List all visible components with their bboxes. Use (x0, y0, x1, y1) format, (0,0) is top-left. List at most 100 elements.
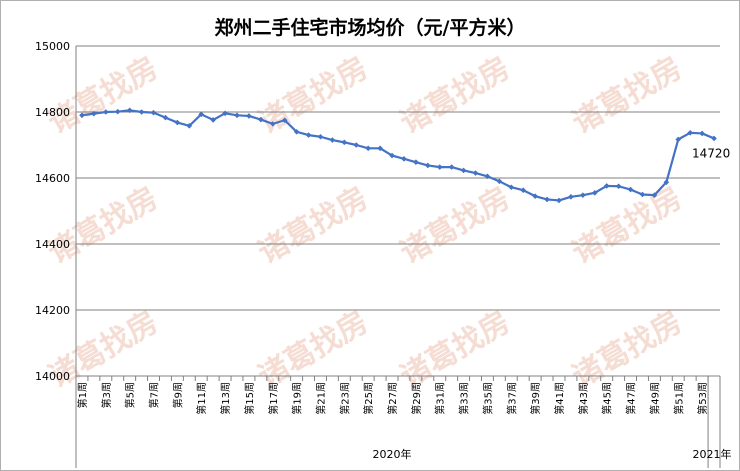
data-point (174, 119, 181, 126)
data-point (126, 107, 133, 114)
data-point (472, 170, 479, 176)
x-tick-label: 第41周 (553, 382, 566, 415)
watermark-text: 诸葛找房 (43, 51, 164, 141)
x-tick-label: 第17周 (267, 382, 280, 415)
data-point (401, 156, 407, 162)
x-tick-label: 第35周 (481, 382, 494, 415)
x-tick-label: 第23周 (338, 382, 351, 415)
data-point (639, 191, 646, 198)
watermark-text: 诸葛找房 (395, 305, 516, 395)
data-point (436, 164, 443, 170)
data-point (508, 184, 515, 191)
data-point (389, 152, 395, 159)
x-tick-label: 第15周 (243, 382, 256, 415)
data-point (615, 183, 622, 190)
x-tick-label: 第25周 (362, 382, 375, 415)
data-point (269, 121, 276, 127)
x-tick-label: 第7周 (148, 382, 161, 408)
data-point (484, 173, 491, 180)
data-point (341, 139, 348, 146)
data-point (603, 183, 610, 189)
data-point (353, 142, 360, 148)
y-tick-label: 14000 (35, 370, 70, 383)
chart-title: 郑州二手住宅市场均价（元/平方米） (215, 16, 526, 39)
data-point (365, 145, 371, 152)
x-tick-label: 第53周 (696, 382, 709, 415)
data-point (520, 187, 527, 194)
data-point (413, 159, 419, 165)
axes (75, 46, 721, 468)
watermark-text: 诸葛找房 (253, 51, 374, 141)
data-point (79, 112, 85, 119)
data-point (556, 197, 562, 204)
x-tick-label: 第49周 (648, 382, 661, 415)
y-tick-label: 14600 (35, 172, 70, 185)
x-tick-label: 第5周 (124, 382, 137, 408)
x-tick-label: 第37周 (505, 382, 518, 415)
watermark-text: 诸葛找房 (43, 181, 164, 271)
x-tick-label: 第11周 (195, 382, 208, 415)
x-tick-label: 第39周 (529, 382, 542, 415)
data-point (150, 109, 157, 116)
data-point (186, 123, 193, 129)
x-tick-label: 第13周 (219, 382, 232, 415)
data-point (329, 137, 336, 143)
data-point (627, 186, 634, 193)
data-point (114, 108, 121, 115)
watermark-text: 诸葛找房 (395, 51, 516, 141)
data-point (305, 132, 312, 138)
data-point (568, 194, 574, 200)
data-point (591, 190, 598, 196)
data-point (198, 111, 205, 118)
data-point (675, 136, 682, 143)
watermark-text: 诸葛找房 (567, 305, 688, 395)
y-tick-label: 14800 (35, 106, 70, 119)
y-tick-label: 15000 (35, 40, 70, 53)
data-point (293, 129, 300, 135)
x-tick-labels: 第1周 第3周 第5周 第7周 第9周 第11周 第13周 第15周 第17周 第19周 第21周第… (76, 382, 709, 415)
data-point (258, 116, 264, 123)
x-tick-label: 第27周 (386, 382, 399, 415)
data-point (651, 192, 658, 198)
watermark-text: 诸葛找房 (253, 181, 374, 271)
series-layer (79, 107, 717, 204)
data-point (496, 178, 503, 185)
data-point (103, 109, 109, 115)
data-point (246, 113, 252, 119)
data-point (91, 110, 97, 117)
x-tick-label: 第45周 (601, 382, 614, 415)
data-point (162, 114, 169, 121)
x-tick-label: 第21周 (314, 382, 327, 415)
year-label-2021: 2021年 (693, 447, 732, 461)
data-label: 14720 (692, 146, 730, 160)
x-tick-label: 第3周 (100, 382, 113, 408)
data-labels: 14720 (692, 146, 730, 160)
watermark-text: 诸葛找房 (395, 181, 516, 271)
x-tick-label: 第29周 (410, 382, 423, 415)
data-point (532, 193, 538, 199)
data-point (234, 112, 240, 119)
watermark-text: 诸葛找房 (253, 305, 374, 395)
y-tick-label: 14400 (35, 238, 70, 251)
data-point (663, 179, 670, 186)
data-point (281, 117, 288, 124)
x-tick-label: 第1周 (76, 382, 89, 408)
data-point (210, 117, 216, 123)
data-point (699, 130, 705, 137)
x-tick-label: 第43周 (577, 382, 590, 415)
x-tick-label: 第19周 (291, 382, 304, 415)
data-point (377, 145, 383, 152)
data-point (317, 133, 324, 140)
data-point (138, 109, 145, 115)
x-tick-label: 第33周 (458, 382, 471, 415)
data-point (222, 110, 228, 117)
x-tick-label: 第51周 (672, 382, 685, 415)
data-point (580, 192, 586, 198)
data-point (448, 164, 455, 170)
data-point (687, 129, 693, 136)
data-point (711, 135, 717, 142)
y-tick-label: 14200 (35, 304, 70, 317)
